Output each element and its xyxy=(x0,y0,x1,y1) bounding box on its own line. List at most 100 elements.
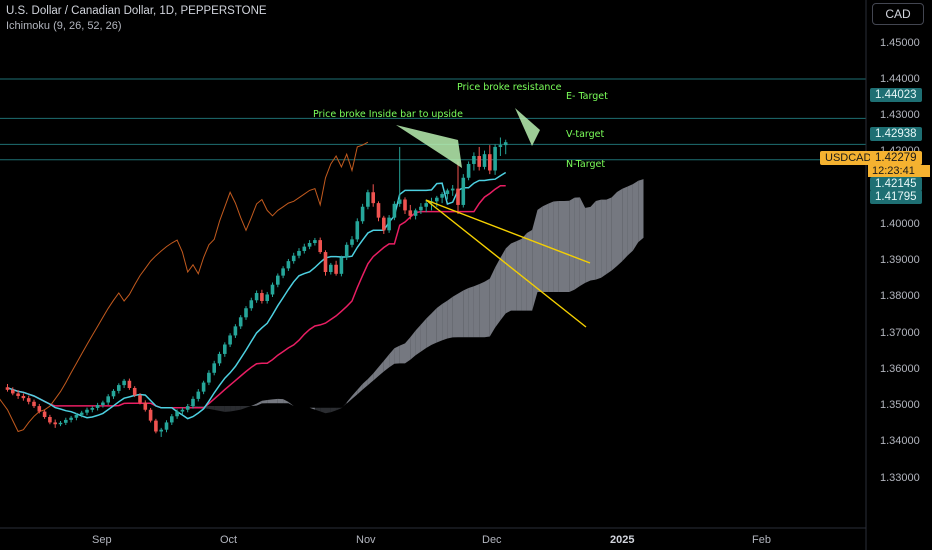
candle-body xyxy=(413,210,418,216)
candle-body xyxy=(371,192,375,204)
trendline-lower xyxy=(425,199,587,328)
candle-body xyxy=(456,188,460,205)
cloud-segment xyxy=(468,286,474,338)
candle-body xyxy=(26,398,31,402)
candle-body xyxy=(42,411,47,417)
cloud-segment xyxy=(405,337,411,364)
candle-body xyxy=(53,422,57,425)
candle-body xyxy=(254,293,259,301)
candle-body xyxy=(313,240,317,243)
candle-body xyxy=(360,206,365,222)
candle-body xyxy=(175,411,179,417)
candle-body xyxy=(11,389,15,394)
cloud-segment xyxy=(564,200,570,292)
cloud-segment xyxy=(574,197,580,290)
cloud-segment xyxy=(161,392,167,395)
cloud-segment xyxy=(420,318,427,352)
candle-body xyxy=(334,264,338,274)
cloud-segment xyxy=(155,391,162,393)
cloud-segment xyxy=(235,405,241,411)
candle-body xyxy=(159,429,163,432)
cloud-segment xyxy=(219,405,225,412)
candle-body xyxy=(223,344,227,354)
candle-body xyxy=(85,409,89,413)
trendline-upper xyxy=(425,199,591,264)
chikou-span-line xyxy=(0,141,369,433)
candle-body xyxy=(397,199,402,204)
cloud-segment xyxy=(436,303,443,343)
cloud-segment xyxy=(463,288,469,338)
cloud-segment xyxy=(516,238,522,311)
candle-body xyxy=(132,388,137,396)
candle-body xyxy=(270,284,275,295)
cloud-segment xyxy=(230,405,236,412)
candle-body xyxy=(318,240,322,253)
candle-body xyxy=(440,194,444,198)
label-n-target: N-Target xyxy=(566,159,606,170)
cloud-segment xyxy=(214,405,220,411)
cloud-segment xyxy=(208,405,215,410)
candle-body xyxy=(260,293,264,301)
cloud-segment xyxy=(272,398,278,404)
cloud-segment xyxy=(500,248,506,321)
currency-button[interactable]: CAD xyxy=(872,3,924,25)
cloud-segment xyxy=(553,201,559,292)
cloud-segment xyxy=(314,407,321,412)
candle-body xyxy=(387,217,391,231)
annotation-resistance: Price broke resistance xyxy=(457,82,562,93)
candle-body xyxy=(64,419,68,423)
candle-body xyxy=(408,210,413,216)
candle-body xyxy=(482,154,487,167)
candle-body xyxy=(498,145,503,147)
cloud-segment xyxy=(325,407,331,414)
candle-body xyxy=(117,385,121,391)
candle-body xyxy=(302,246,307,251)
candle-body xyxy=(382,217,386,231)
candle-body xyxy=(244,308,248,318)
arrow-resistance xyxy=(515,108,540,146)
y-tick-label: 1.39000 xyxy=(880,254,920,267)
cloud-segment xyxy=(558,201,564,292)
cloud-segment xyxy=(622,186,628,262)
candle-body xyxy=(281,268,285,276)
cloud-segment xyxy=(177,398,183,402)
x-tick-label: Oct xyxy=(220,534,238,546)
cloud-segment xyxy=(537,206,543,292)
candle-body xyxy=(392,203,397,218)
candle-body xyxy=(366,192,370,207)
cloud-segment xyxy=(267,399,273,404)
candle-countdown: 12:23:41 xyxy=(868,165,930,177)
cloud-segment xyxy=(182,401,188,405)
cloud-segment xyxy=(426,313,432,348)
candle-body xyxy=(69,417,73,420)
cloud-segment xyxy=(452,293,458,338)
candle-body xyxy=(286,261,291,269)
candle-body xyxy=(291,255,296,262)
candle-body xyxy=(323,252,328,272)
cloud-segment xyxy=(399,343,405,364)
cloud-segment xyxy=(224,405,231,412)
annotation-inside-bar: Price broke Inside bar to upside xyxy=(313,109,463,120)
candle-body xyxy=(21,395,26,399)
cloud-segment xyxy=(511,241,517,311)
indicator-label[interactable]: Ichimoku (9, 26, 52, 26) xyxy=(6,20,122,32)
cloud-segment xyxy=(187,404,193,407)
candle-body xyxy=(450,188,455,191)
cloud-segment xyxy=(632,180,639,251)
candle-body xyxy=(74,414,79,418)
x-tick-label: Feb xyxy=(752,534,771,546)
cloud-segment xyxy=(256,400,262,406)
candle-body xyxy=(207,372,211,383)
cloud-segment xyxy=(484,278,490,338)
y-tick-label: 1.37000 xyxy=(880,326,920,339)
candle-body xyxy=(238,317,243,327)
cloud-segment xyxy=(320,407,326,414)
candle-body xyxy=(488,154,492,171)
candle-body xyxy=(461,177,466,205)
cloud-segment xyxy=(505,243,511,314)
candle-body xyxy=(122,380,126,386)
candle-body xyxy=(101,402,105,406)
cloud-segment xyxy=(394,345,400,364)
candle-body xyxy=(37,406,42,412)
